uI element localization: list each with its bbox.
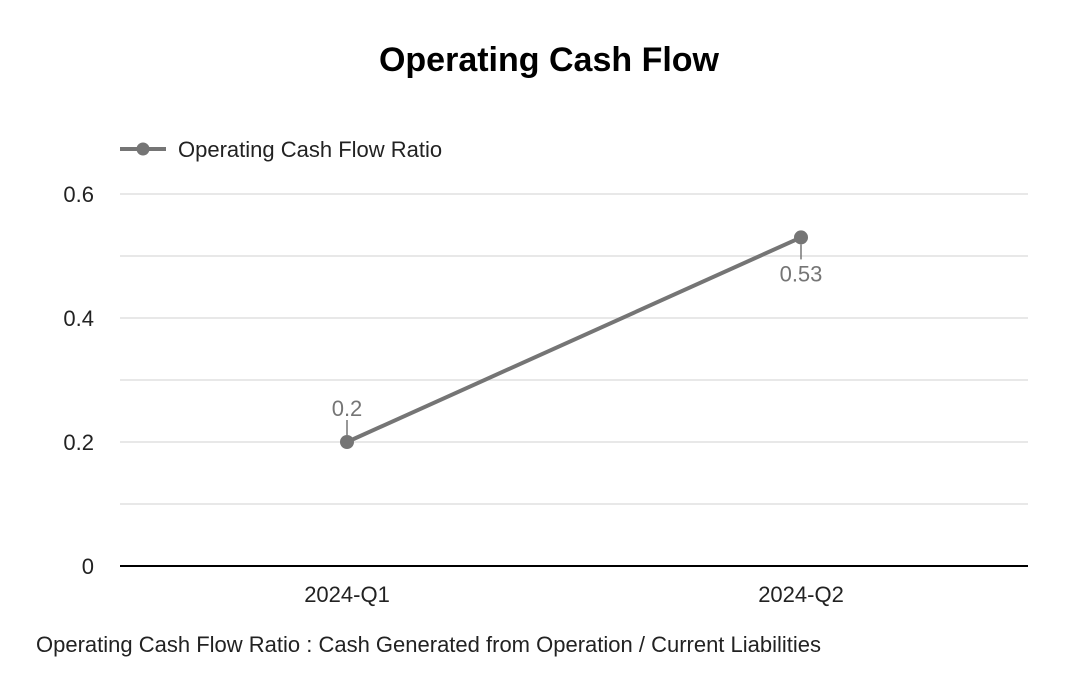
y-tick-label: 0.6 xyxy=(63,182,94,207)
y-tick-label: 0 xyxy=(82,554,94,579)
chart-title: Operating Cash Flow xyxy=(379,41,720,79)
y-tick-label: 0.4 xyxy=(63,306,94,331)
x-tick-label: 2024-Q1 xyxy=(304,582,390,607)
data-point[interactable] xyxy=(794,230,808,245)
legend-point-marker xyxy=(136,142,150,156)
x-tick-label: 2024-Q2 xyxy=(758,582,844,607)
legend[interactable]: Operating Cash Flow Ratio xyxy=(120,137,442,162)
gridlines xyxy=(120,193,1028,567)
legend-label: Operating Cash Flow Ratio xyxy=(178,137,442,162)
data-point[interactable] xyxy=(340,435,354,449)
data-label: 0.2 xyxy=(332,396,363,421)
x-axis-ticks: 2024-Q1 2024-Q2 xyxy=(304,582,844,607)
y-tick-label: 0.2 xyxy=(63,430,94,455)
footnote: Operating Cash Flow Ratio : Cash Generat… xyxy=(36,632,822,657)
series-layer: 0.2 0.53 xyxy=(332,230,823,449)
data-label: 0.53 xyxy=(780,261,823,286)
series-line xyxy=(345,235,803,444)
y-axis-ticks: 0 0.2 0.4 0.6 xyxy=(63,182,94,579)
